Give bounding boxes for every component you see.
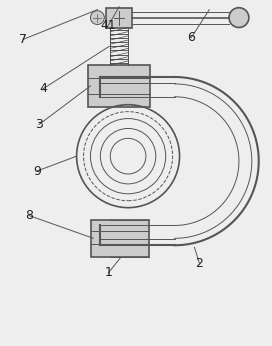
Bar xyxy=(91,219,149,257)
Bar xyxy=(88,65,150,107)
Text: 6: 6 xyxy=(187,31,195,44)
Text: 1: 1 xyxy=(104,266,112,280)
Text: 41: 41 xyxy=(100,19,116,32)
Text: 4: 4 xyxy=(39,82,47,95)
Text: 8: 8 xyxy=(25,209,33,222)
Circle shape xyxy=(91,11,104,25)
Text: 9: 9 xyxy=(33,164,41,177)
Text: 3: 3 xyxy=(35,118,43,131)
Text: 7: 7 xyxy=(19,33,27,46)
Bar xyxy=(106,8,132,27)
Text: 2: 2 xyxy=(195,257,203,270)
Circle shape xyxy=(229,8,249,27)
